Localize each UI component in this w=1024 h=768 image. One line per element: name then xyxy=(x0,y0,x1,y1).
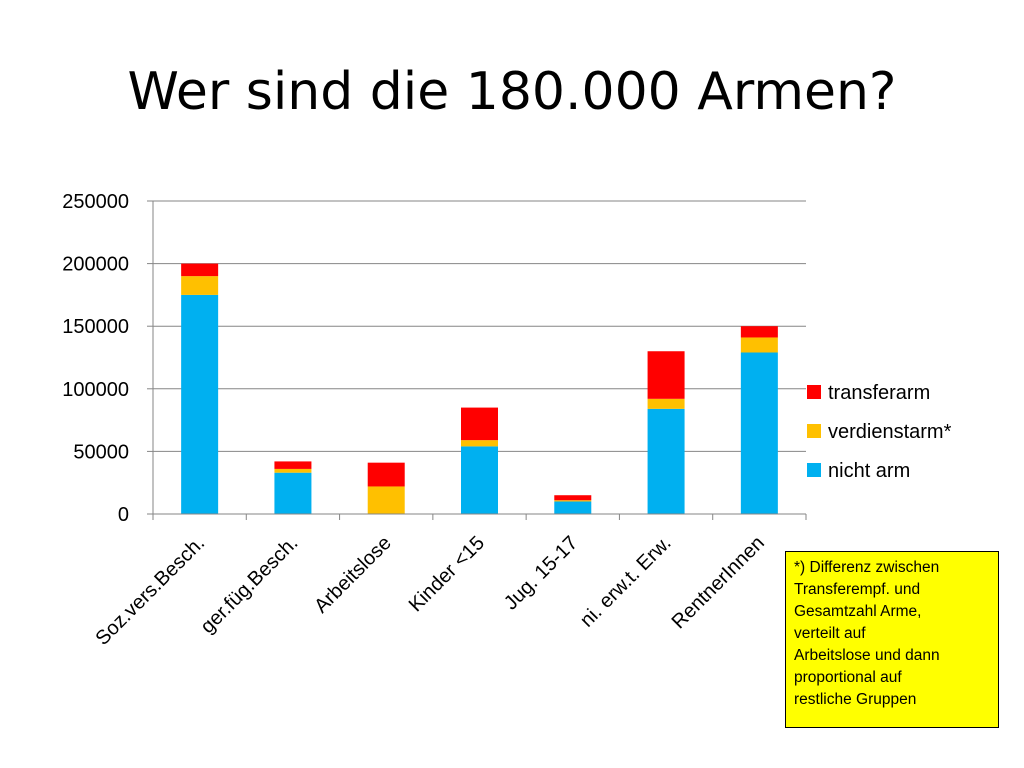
y-tick-label: 100000 xyxy=(62,379,129,401)
bar-segment xyxy=(740,352,778,514)
bar-segment xyxy=(554,495,592,501)
bars xyxy=(181,263,778,514)
bar-segment xyxy=(554,500,592,502)
gridlines xyxy=(153,200,806,452)
bar-segment xyxy=(367,462,405,487)
bar-segment xyxy=(554,501,592,514)
legend-label: verdienstarm* xyxy=(828,421,952,443)
x-tick-label: ni. erw.t. Erw. xyxy=(576,532,676,632)
bar-segment xyxy=(274,468,312,473)
footnote-box: *) Differenz zwischen Transferempf. und … xyxy=(785,551,999,728)
legend-swatch xyxy=(807,385,821,399)
x-tick-label: RentnerInnen xyxy=(668,532,769,633)
y-tick-labels: 0 50000 100000 150000 200000 250000 xyxy=(62,191,129,526)
y-tick-label: 50000 xyxy=(73,441,129,463)
legend-swatch xyxy=(807,424,821,438)
bar-segment xyxy=(274,472,312,514)
axes xyxy=(147,200,807,520)
y-tick-label: 150000 xyxy=(62,316,129,338)
bar-segment xyxy=(181,294,219,514)
bar-segment xyxy=(461,407,498,441)
y-tick-label: 200000 xyxy=(62,254,129,276)
x-tick-labels: Soz.vers.Besch.ger.füg.Besch. Arbeitslose… xyxy=(91,532,768,650)
y-tick-label: 0 xyxy=(118,504,129,526)
bar-segment xyxy=(181,263,219,277)
legend-swatch xyxy=(807,463,821,477)
x-tick-label: Soz.vers.Besch. xyxy=(91,532,209,650)
bar-segment xyxy=(647,351,685,399)
bar-segment xyxy=(367,486,405,514)
x-tick-label: Arbeitslose xyxy=(310,532,396,618)
legend-label: transferarm xyxy=(828,382,930,404)
bar-segment xyxy=(461,446,498,514)
slide-title: Wer sind die 180.000 Armen? xyxy=(127,62,897,122)
bar-segment xyxy=(647,398,685,409)
bar-segment xyxy=(274,461,312,469)
bar-segment xyxy=(647,408,685,514)
x-tick-label: Jug. 15-17 xyxy=(500,532,582,614)
x-tick-label: ger.füg.Besch. xyxy=(196,532,302,638)
bar-segment xyxy=(740,337,778,353)
bar-segment xyxy=(181,276,219,295)
bar-segment xyxy=(461,440,498,447)
y-tick-label: 250000 xyxy=(62,191,129,213)
legend-label: nicht arm xyxy=(828,460,910,482)
x-tick-label: Kinder <15 xyxy=(405,532,489,616)
bar-segment xyxy=(740,326,778,338)
legend: transferarm verdienstarm* nicht arm xyxy=(807,382,952,482)
